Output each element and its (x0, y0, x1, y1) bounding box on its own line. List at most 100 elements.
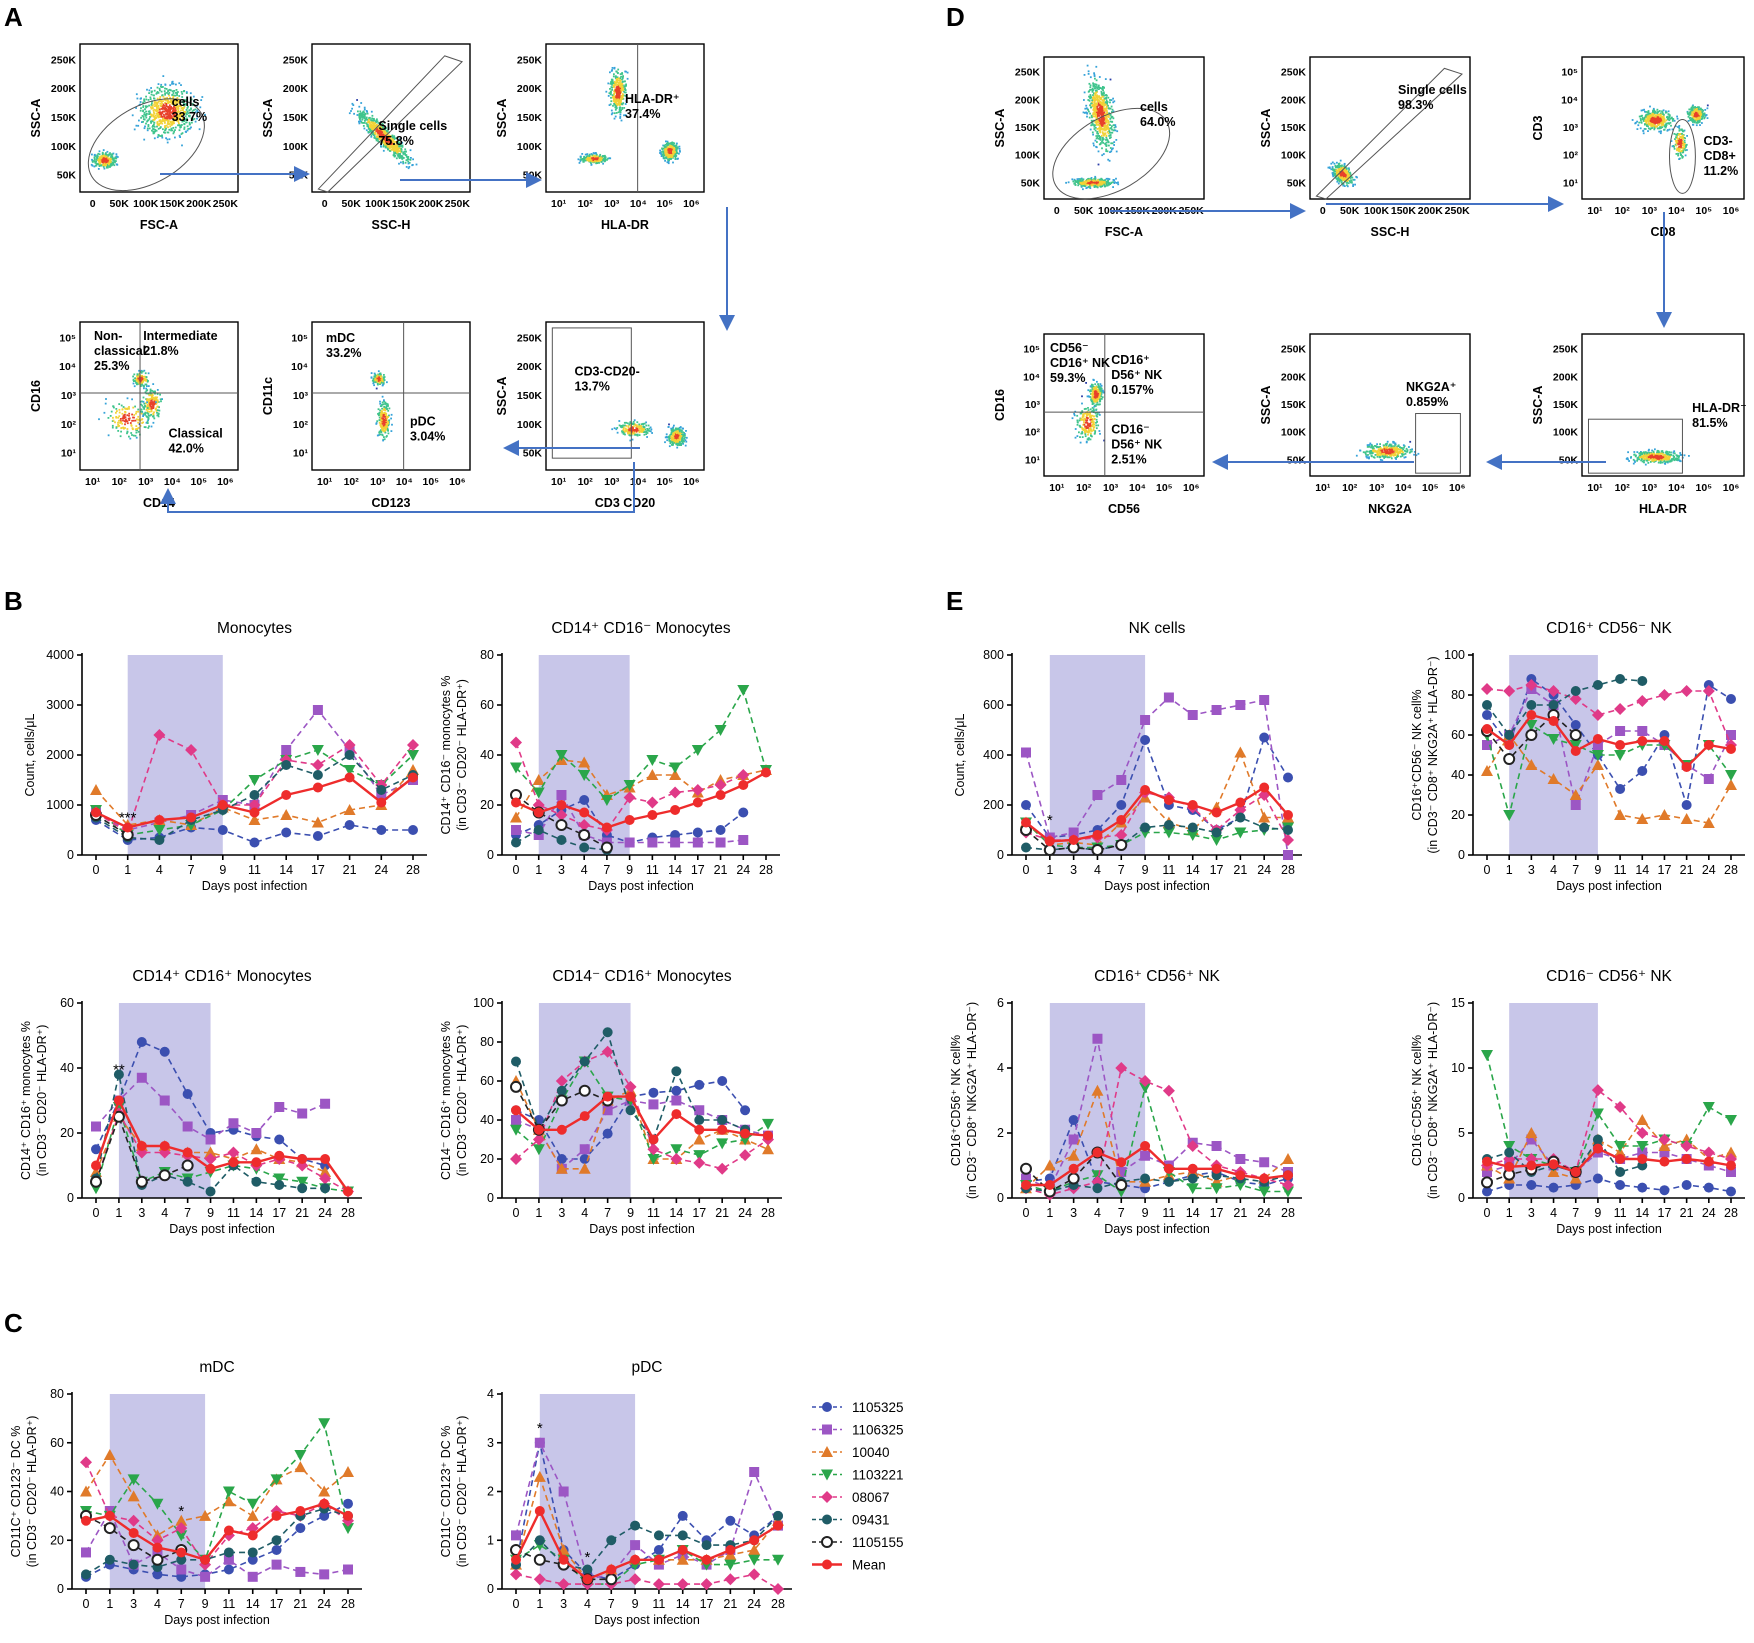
event-dot (638, 423, 641, 426)
event-dot (132, 382, 135, 385)
event-dot (148, 414, 151, 417)
event-dot (102, 166, 105, 168)
event-dot (611, 112, 614, 114)
event-dot (388, 407, 391, 410)
event-dot (154, 130, 157, 133)
event-dot (148, 92, 150, 94)
event-dot (379, 405, 382, 407)
event-dot (1095, 145, 1097, 148)
event-dot (144, 413, 147, 416)
event-dot (158, 100, 161, 102)
event-dot (1100, 105, 1103, 108)
event-dot (175, 92, 177, 94)
event-dot (385, 141, 388, 144)
event-dot (678, 145, 681, 148)
event-dot (614, 104, 616, 106)
event-dot (153, 403, 156, 406)
flow-y-tick: 200K (517, 361, 543, 373)
event-dot (663, 157, 666, 160)
event-dot (358, 122, 361, 125)
event-dot (154, 114, 157, 117)
event-dot (1109, 124, 1111, 126)
event-dot (397, 143, 400, 146)
event-dot (374, 137, 376, 139)
event-dot (165, 105, 168, 108)
event-dot (172, 94, 175, 97)
event-dot (179, 118, 181, 121)
event-dot (151, 102, 153, 105)
event-dot (1115, 150, 1118, 153)
event-dot (114, 160, 116, 163)
event-dot (379, 135, 382, 138)
event-dot (170, 105, 172, 108)
event-dot (172, 111, 175, 114)
event-dot (177, 116, 180, 118)
event-dot (670, 143, 673, 146)
event-dot (380, 132, 383, 134)
event-dot (382, 424, 385, 427)
event-dot (1106, 123, 1109, 126)
event-dot (180, 133, 183, 135)
event-dot (624, 427, 627, 430)
event-dot (1105, 150, 1108, 152)
event-dot (126, 432, 128, 435)
event-dot (1092, 94, 1094, 96)
event-dot (393, 138, 396, 140)
event-dot (156, 393, 159, 395)
event-dot (382, 403, 385, 406)
quadrant-label-line: 21.8% (143, 344, 178, 358)
event-dot (624, 91, 627, 94)
event-dot (382, 124, 384, 126)
event-dot (353, 112, 355, 115)
event-dot (147, 408, 150, 410)
event-dot (1099, 107, 1102, 110)
event-dot (378, 416, 381, 419)
event-dot (621, 77, 624, 80)
event-dot (383, 130, 385, 133)
event-dot (373, 123, 375, 126)
event-dot (683, 433, 686, 435)
event-dot (385, 414, 387, 416)
event-dot (176, 116, 178, 118)
event-dot (115, 157, 118, 160)
event-dot (397, 153, 400, 156)
event-dot (185, 118, 188, 120)
event-dot (595, 153, 598, 156)
flow-x-tick: 10⁵ (423, 476, 440, 488)
event-dot (198, 128, 201, 131)
event-dot (151, 106, 154, 108)
event-dot (398, 147, 401, 150)
event-dot (183, 128, 186, 130)
event-dot (152, 390, 155, 393)
event-dot (159, 108, 161, 111)
event-dot (615, 112, 618, 114)
event-dot (378, 127, 380, 130)
event-dot (98, 150, 101, 153)
flow-y-label: CD11c (261, 377, 275, 415)
event-dot (156, 91, 159, 93)
event-dot (147, 427, 150, 429)
event-dot (360, 121, 363, 124)
event-dot (639, 430, 642, 433)
event-dot (582, 159, 585, 161)
event-dot (620, 82, 622, 84)
event-dot (371, 114, 374, 117)
event-cloud (577, 152, 612, 166)
event-dot (174, 107, 177, 110)
event-dot (108, 157, 111, 160)
event-dot (111, 153, 113, 156)
event-dot (664, 144, 667, 146)
event-dot (374, 131, 377, 134)
event-dot (370, 376, 373, 379)
event-dot (174, 112, 177, 115)
event-dot (1101, 138, 1104, 141)
event-dot (616, 92, 619, 95)
event-dot (1095, 137, 1098, 140)
event-dot (378, 125, 381, 127)
event-dot (132, 434, 135, 437)
event-dot (107, 153, 110, 156)
event-dot (685, 440, 688, 443)
event-dot (173, 105, 175, 108)
event-dot (363, 117, 366, 120)
